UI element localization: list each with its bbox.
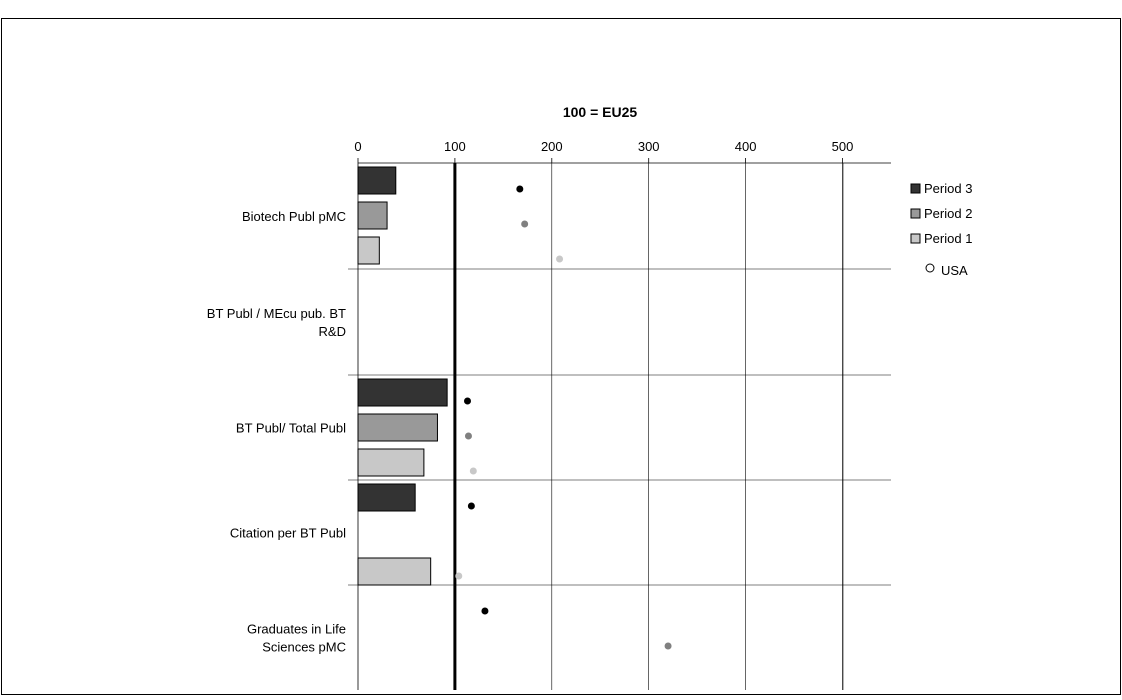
tick-label-100: 100 xyxy=(444,139,466,154)
usa-point-p2-cat-3 xyxy=(464,432,472,440)
category-labels: Biotech Publ pMC BT Publ / MEcu pub. BT R&… xyxy=(207,209,346,655)
usa-point-p2-cat-1 xyxy=(521,220,529,228)
usa-point-p2-cat-5 xyxy=(664,642,672,650)
category-label-4: Citation per BT Publ xyxy=(230,526,346,541)
category-label-line: BT Publ / MEcu pub. BT xyxy=(207,306,346,321)
tick-layer: 0 100 200 300 400 500 xyxy=(354,139,853,163)
legend-marker-usa xyxy=(925,263,935,273)
tick-label-400: 400 xyxy=(735,139,757,154)
usa-point-p3-cat-3 xyxy=(463,397,471,405)
tick-label-200: 200 xyxy=(541,139,563,154)
tick-label-0: 0 xyxy=(354,139,361,154)
usa-point-p1-cat-1 xyxy=(556,255,564,263)
category-label-line: Biotech Publ pMC xyxy=(242,209,346,224)
bar-layer xyxy=(357,166,448,586)
legend-label-period-2: Period 2 xyxy=(924,206,972,221)
category-label-line: Graduates in Life xyxy=(247,622,346,637)
category-label-5: Graduates in Life Sciences pMC xyxy=(247,622,346,655)
usa-point-p1-cat-3 xyxy=(469,467,477,475)
chart-title: 100 = EU25 xyxy=(563,104,638,120)
usa-point-p3-cat-1 xyxy=(516,185,524,193)
tick-label-300: 300 xyxy=(638,139,660,154)
usa-points-layer xyxy=(455,185,672,650)
usa-point-p3-cat-4 xyxy=(467,502,475,510)
tick-label-500: 500 xyxy=(832,139,854,154)
bar-period-1-cat-3 xyxy=(357,448,425,477)
bar-period-3-cat-3 xyxy=(357,378,448,407)
legend-label-period-3: Period 3 xyxy=(924,181,972,196)
category-label-1: Biotech Publ pMC xyxy=(242,209,346,224)
grid-layer xyxy=(348,162,891,690)
bar-period-2-cat-3 xyxy=(357,413,438,442)
legend-swatch-period-3 xyxy=(910,183,921,194)
legend-label-period-1: Period 1 xyxy=(924,231,972,246)
legend-label-usa: USA xyxy=(941,263,968,278)
legend-swatch-period-1 xyxy=(910,233,921,244)
usa-point-p1-cat-4 xyxy=(455,572,463,580)
bar-period-3-cat-1 xyxy=(357,166,397,195)
category-label-3: BT Publ/ Total Publ xyxy=(236,421,346,436)
bar-period-1-cat-1 xyxy=(357,236,380,265)
category-label-2: BT Publ / MEcu pub. BT R&D xyxy=(207,306,346,339)
category-label-line: BT Publ/ Total Publ xyxy=(236,421,346,436)
category-label-line: R&D xyxy=(319,324,346,339)
legend: Period 3 Period 2 Period 1 USA xyxy=(910,181,972,278)
category-label-line: Citation per BT Publ xyxy=(230,526,346,541)
bar-period-2-cat-1 xyxy=(357,201,388,230)
legend-swatch-period-2 xyxy=(910,208,921,219)
usa-point-p3-cat-5 xyxy=(481,607,489,615)
outer-border xyxy=(1,18,1121,695)
category-label-line: Sciences pMC xyxy=(262,640,346,655)
bar-period-3-cat-4 xyxy=(357,483,416,512)
bar-period-1-cat-4 xyxy=(357,557,432,586)
